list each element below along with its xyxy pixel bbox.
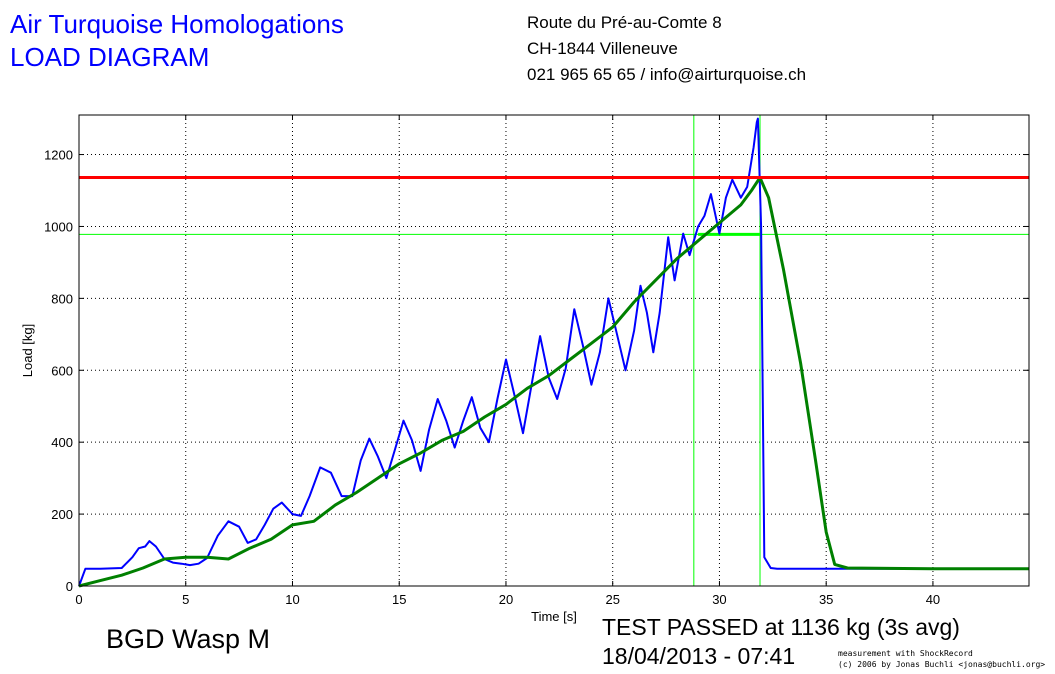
x-tick-label: 25 (605, 592, 619, 607)
raw-load-series (78, 117, 1029, 587)
x-tick-label: 35 (819, 592, 833, 607)
contact-info: 021 965 65 65 / info@airturquoise.ch (527, 65, 807, 84)
test-result: TEST PASSED at 1136 kg (3s avg) 18/04/20… (602, 613, 960, 671)
series-lines (78, 117, 1029, 588)
y-tick-label: 800 (51, 291, 73, 306)
y-tick-label: 600 (51, 363, 73, 378)
result-text: TEST PASSED at 1136 kg (3s avg) (602, 614, 960, 640)
markers (79, 115, 1029, 586)
test-datetime: 18/04/2013 - 07:41 (602, 643, 796, 669)
x-tick-label: 0 (75, 592, 82, 607)
y-tick-label: 1000 (44, 219, 73, 234)
y-tick-label: 400 (51, 435, 73, 450)
credit-line-1: measurement with ShockRecord (838, 649, 973, 658)
x-tick-label: 40 (926, 592, 940, 607)
title-block: Air Turquoise Homologations LOAD DIAGRAM (10, 8, 344, 74)
diagram-title: LOAD DIAGRAM (10, 42, 210, 72)
x-tick-label: 30 (712, 592, 726, 607)
y-tick-label: 1200 (44, 148, 73, 163)
credit-line-2: (c) 2006 by Jonas Buchli <jonas@buchli.o… (838, 660, 1046, 669)
glider-model: BGD Wasp M (106, 624, 271, 654)
software-credit: measurement with ShockRecord (c) 2006 by… (838, 648, 1045, 670)
plot-frame (78, 114, 1030, 587)
address-city: CH-1844 Villeneuve (527, 39, 678, 58)
address-street: Route du Pré-au-Comte 8 (527, 13, 722, 32)
x-tick-label: 5 (182, 592, 189, 607)
y-tick-label: 200 (51, 507, 73, 522)
x-tick-label: 20 (499, 592, 513, 607)
x-tick-label: 10 (285, 592, 299, 607)
address-block: Route du Pré-au-Comte 8 CH-1844 Villeneu… (527, 10, 806, 88)
y-tick-label: 0 (66, 579, 73, 594)
y-axis-label: Load [kg] (20, 324, 35, 378)
averaged-load-series (78, 176, 1029, 588)
company-name: Air Turquoise Homologations (10, 9, 344, 39)
x-axis-label: Time [s] (531, 609, 577, 624)
grid (78, 115, 1029, 587)
x-tick-label: 15 (392, 592, 406, 607)
